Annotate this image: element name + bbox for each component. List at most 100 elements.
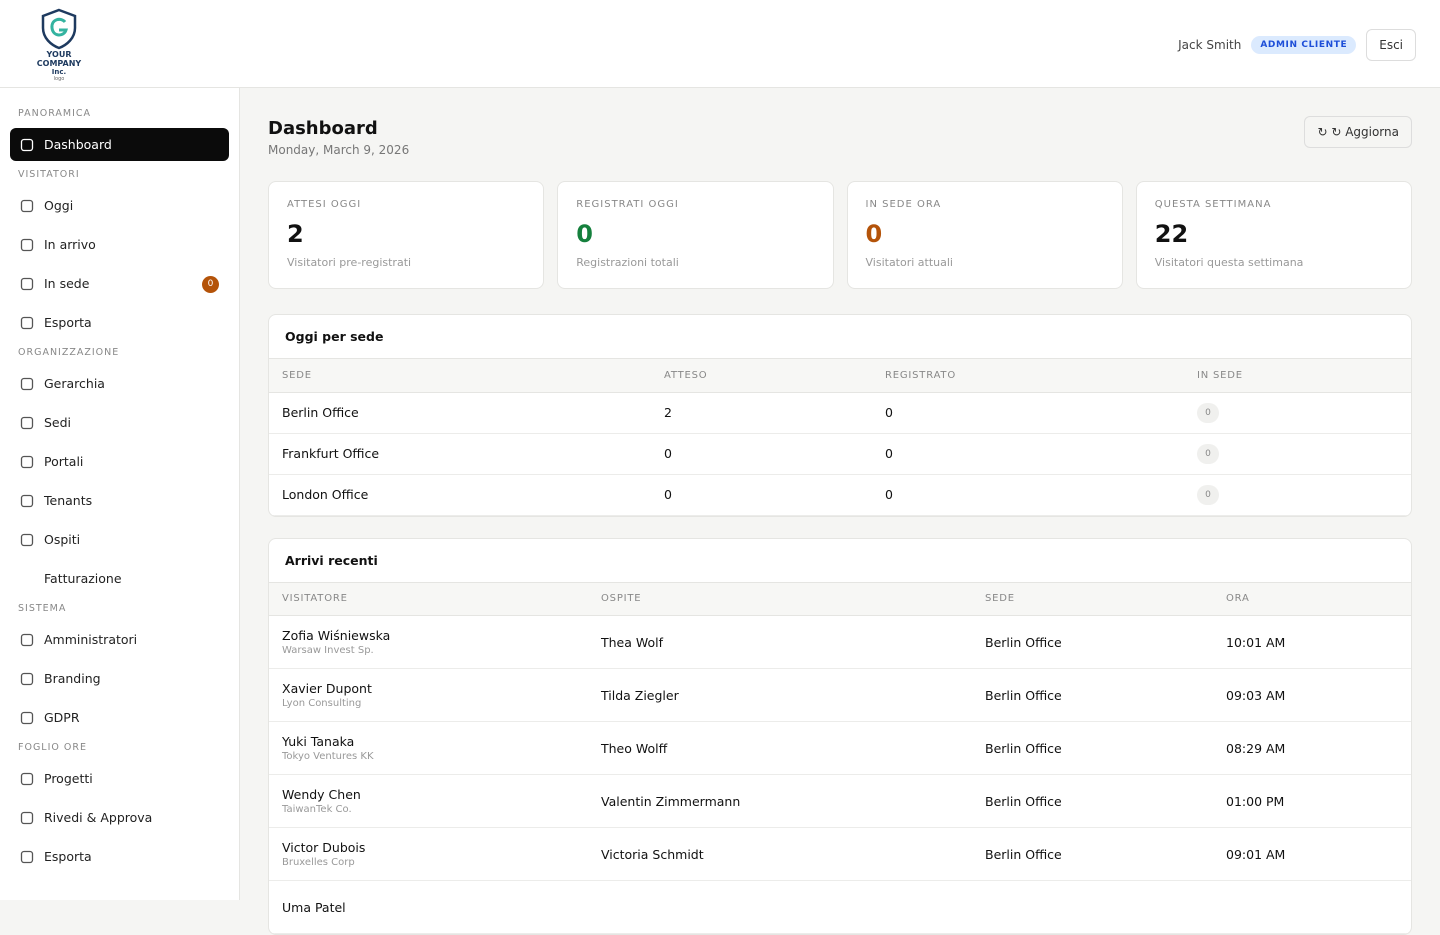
cell: Berlin Office (269, 392, 651, 433)
user-area: Jack Smith ADMIN CLIENTE Esci (1178, 29, 1416, 61)
cell: London Office (269, 474, 651, 515)
nav-icon (20, 850, 34, 864)
nav-item[interactable]: Fatturazione (10, 562, 229, 595)
cell: Theo Wolff (588, 722, 972, 775)
cell: 0 (1184, 392, 1411, 433)
cell: 0 (651, 433, 872, 474)
cell: 0 (651, 474, 872, 515)
count-pill: 0 (1197, 485, 1219, 505)
nav-label: Amministratori (44, 632, 137, 647)
logo-text: Inc. (24, 68, 94, 76)
stat-value: 0 (866, 220, 1104, 248)
nav-icon (20, 772, 34, 786)
cell: Berlin Office (972, 722, 1213, 775)
nav-icon (20, 672, 34, 686)
column-header: SEDE (269, 359, 651, 392)
logo[interactable]: YOUR COMPANY Inc. logo (24, 8, 94, 80)
column-header: IN SEDE (1184, 359, 1411, 392)
stat-label: ATTESI OGGI (287, 199, 525, 210)
refresh-button[interactable]: ↻ ↻ Aggiorna (1304, 116, 1412, 148)
nav-item[interactable]: Gerarchia (10, 367, 229, 400)
cell: Tilda Ziegler (588, 669, 972, 722)
nav-icon (20, 316, 34, 330)
nav-section-title: FOGLIO ORE (18, 742, 239, 762)
nav-item[interactable]: Ospiti (10, 523, 229, 556)
page-title: Dashboard (268, 118, 1412, 139)
nav-icon (20, 494, 34, 508)
nav-label: Oggi (44, 198, 73, 213)
visitor-cell: Uma Patel (269, 881, 588, 934)
nav-item[interactable]: Portali (10, 445, 229, 478)
nav-label: Tenants (44, 493, 92, 508)
nav-item[interactable]: Progetti (10, 762, 229, 795)
stat-value: 2 (287, 220, 525, 248)
nav-item[interactable]: Esporta (10, 840, 229, 873)
nav-item[interactable]: Amministratori (10, 623, 229, 656)
nav-item[interactable]: Rivedi & Approva (10, 801, 229, 834)
visitor-company: TaiwanTek Co. (282, 804, 575, 815)
nav-icon (20, 416, 34, 430)
nav-icon (20, 238, 34, 252)
nav-item[interactable]: Oggi (10, 189, 229, 222)
cell: Berlin Office (972, 775, 1213, 828)
nav-label: In arrivo (44, 237, 96, 252)
cell: 09:03 AM (1213, 669, 1411, 722)
nav-item[interactable]: Dashboard (10, 128, 229, 161)
nav-icon (20, 138, 34, 152)
nav-icon (20, 377, 34, 391)
nav-label: Fatturazione (44, 571, 122, 586)
stat-note: Visitatori attuali (866, 256, 1104, 269)
nav-item[interactable]: Esporta (10, 306, 229, 339)
content: Dashboard Monday, March 9, 2026 ↻ ↻ Aggi… (268, 88, 1412, 935)
count-pill: 0 (1197, 444, 1219, 464)
visitor-cell: Zofia Wiśniewska Warsaw Invest Sp. (269, 616, 588, 669)
nav-item[interactable]: In arrivo (10, 228, 229, 261)
cell: 09:01 AM (1213, 828, 1411, 881)
nav-label: Ospiti (44, 532, 80, 547)
stat-note: Visitatori questa settimana (1155, 256, 1393, 269)
nav-section-title: PANORAMICA (18, 108, 239, 128)
nav-icon (20, 711, 34, 725)
visitor-name: Zofia Wiśniewska (282, 628, 575, 643)
stat-value: 22 (1155, 220, 1393, 248)
user-name: Jack Smith (1178, 38, 1241, 52)
cell (972, 881, 1213, 934)
nav-section-title: ORGANIZZAZIONE (18, 347, 239, 367)
visitor-name: Yuki Tanaka (282, 734, 575, 749)
nav-item[interactable]: GDPR (10, 701, 229, 734)
cell: Berlin Office (972, 669, 1213, 722)
logo-text: logo (24, 76, 94, 82)
logout-button[interactable]: Esci (1366, 29, 1416, 61)
nav-label: Progetti (44, 771, 93, 786)
nav-icon (20, 277, 34, 291)
nav-item[interactable]: Tenants (10, 484, 229, 517)
table-row[interactable]: Uma Patel (269, 881, 1411, 934)
nav-icon (20, 199, 34, 213)
visitor-company: Warsaw Invest Sp. (282, 645, 575, 656)
page: Dashboard {"header": {"logo": {"line1": … (0, 0, 1440, 900)
nav-label: Branding (44, 671, 101, 686)
column-header: SEDE (972, 583, 1213, 616)
cell (1213, 881, 1411, 934)
cell: Valentin Zimmermann (588, 775, 972, 828)
cell: 01:00 PM (1213, 775, 1411, 828)
nav-item[interactable]: Sedi (10, 406, 229, 439)
nav-item[interactable]: Branding (10, 662, 229, 695)
nav-label: GDPR (44, 710, 80, 725)
